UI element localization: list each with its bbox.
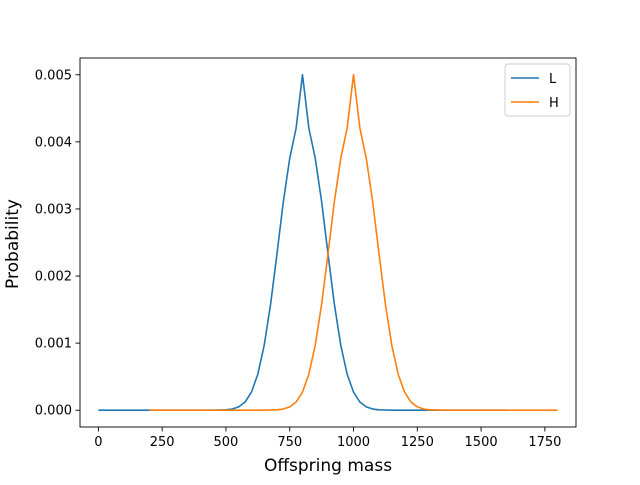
- x-tick-label: 1000: [337, 435, 370, 450]
- series-line-H: [149, 73, 558, 412]
- y-tick-label: 0.002: [35, 270, 72, 285]
- x-tick-label: 500: [214, 435, 239, 450]
- legend-box: [504, 63, 571, 117]
- x-axis-label: Offspring mass: [264, 456, 392, 476]
- axes-frame: [79, 57, 577, 428]
- legend: LH: [504, 63, 571, 117]
- y-tick-label: 0.004: [35, 135, 72, 150]
- x-tick-label: 1250: [401, 435, 434, 450]
- y-tick-label: 0.005: [35, 68, 72, 83]
- y-tick-label: 0.001: [35, 337, 72, 352]
- legend-label-L: L: [549, 72, 557, 87]
- x-tick-label: 750: [277, 435, 302, 450]
- x-tick-label: 0: [94, 435, 102, 450]
- plot-area: [98, 73, 558, 412]
- y-tick-label: 0.003: [35, 202, 72, 217]
- y-tick-label: 0.000: [35, 404, 72, 419]
- legend-label-H: H: [549, 96, 559, 111]
- x-tick-label: 250: [150, 435, 175, 450]
- x-tick-label: 1750: [528, 435, 561, 450]
- y-axis-label: Probability: [3, 199, 23, 289]
- x-tick-label: 1500: [465, 435, 498, 450]
- axes: 0 250 500 750 1000 1250 1500 1750 0.000 0.001 0.00…: [35, 57, 577, 450]
